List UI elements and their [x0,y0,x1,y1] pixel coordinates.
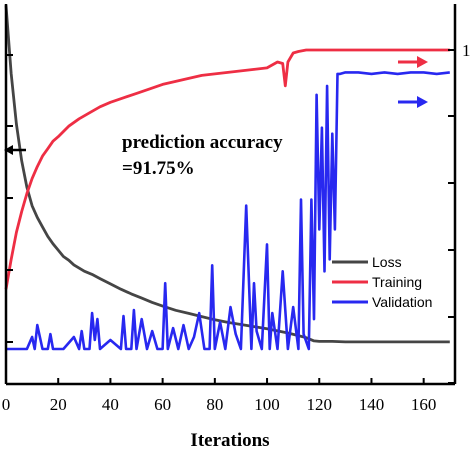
legend: Loss Training Validation [332,254,432,310]
series-line-validation [6,71,450,351]
x-tick-label: 20 [50,395,67,414]
series-line-training [4,48,450,290]
x-tick-label: 160 [411,395,437,414]
x-tick-label: 40 [102,395,119,414]
series-layer [4,5,450,351]
x-tick-label: 100 [254,395,280,414]
legend-label-loss: Loss [372,254,402,270]
series-line-loss [4,5,450,344]
x-tick-label: 140 [359,395,385,414]
legend-label-training: Training [372,274,422,290]
x-tick-label: 80 [206,395,223,414]
x-tick-label: 0 [2,395,11,414]
training-arrow-head [417,56,428,68]
annotation-line-1: prediction accuracy [122,132,283,153]
left-axis-arrow-head [4,145,13,155]
arrow-layer [4,56,428,155]
axes-layer: 0 20 40 60 80 100 120 140 160 [2,4,457,414]
x-tick-label: 120 [307,395,333,414]
annotation-line-2: =91.75% [122,158,195,179]
x-axis-label: Iterations [190,430,269,451]
legend-label-validation: Validation [372,294,432,310]
right-tick-label-1: 1 [462,41,471,60]
x-tick-label: 60 [154,395,171,414]
validation-arrow-head [417,96,428,108]
